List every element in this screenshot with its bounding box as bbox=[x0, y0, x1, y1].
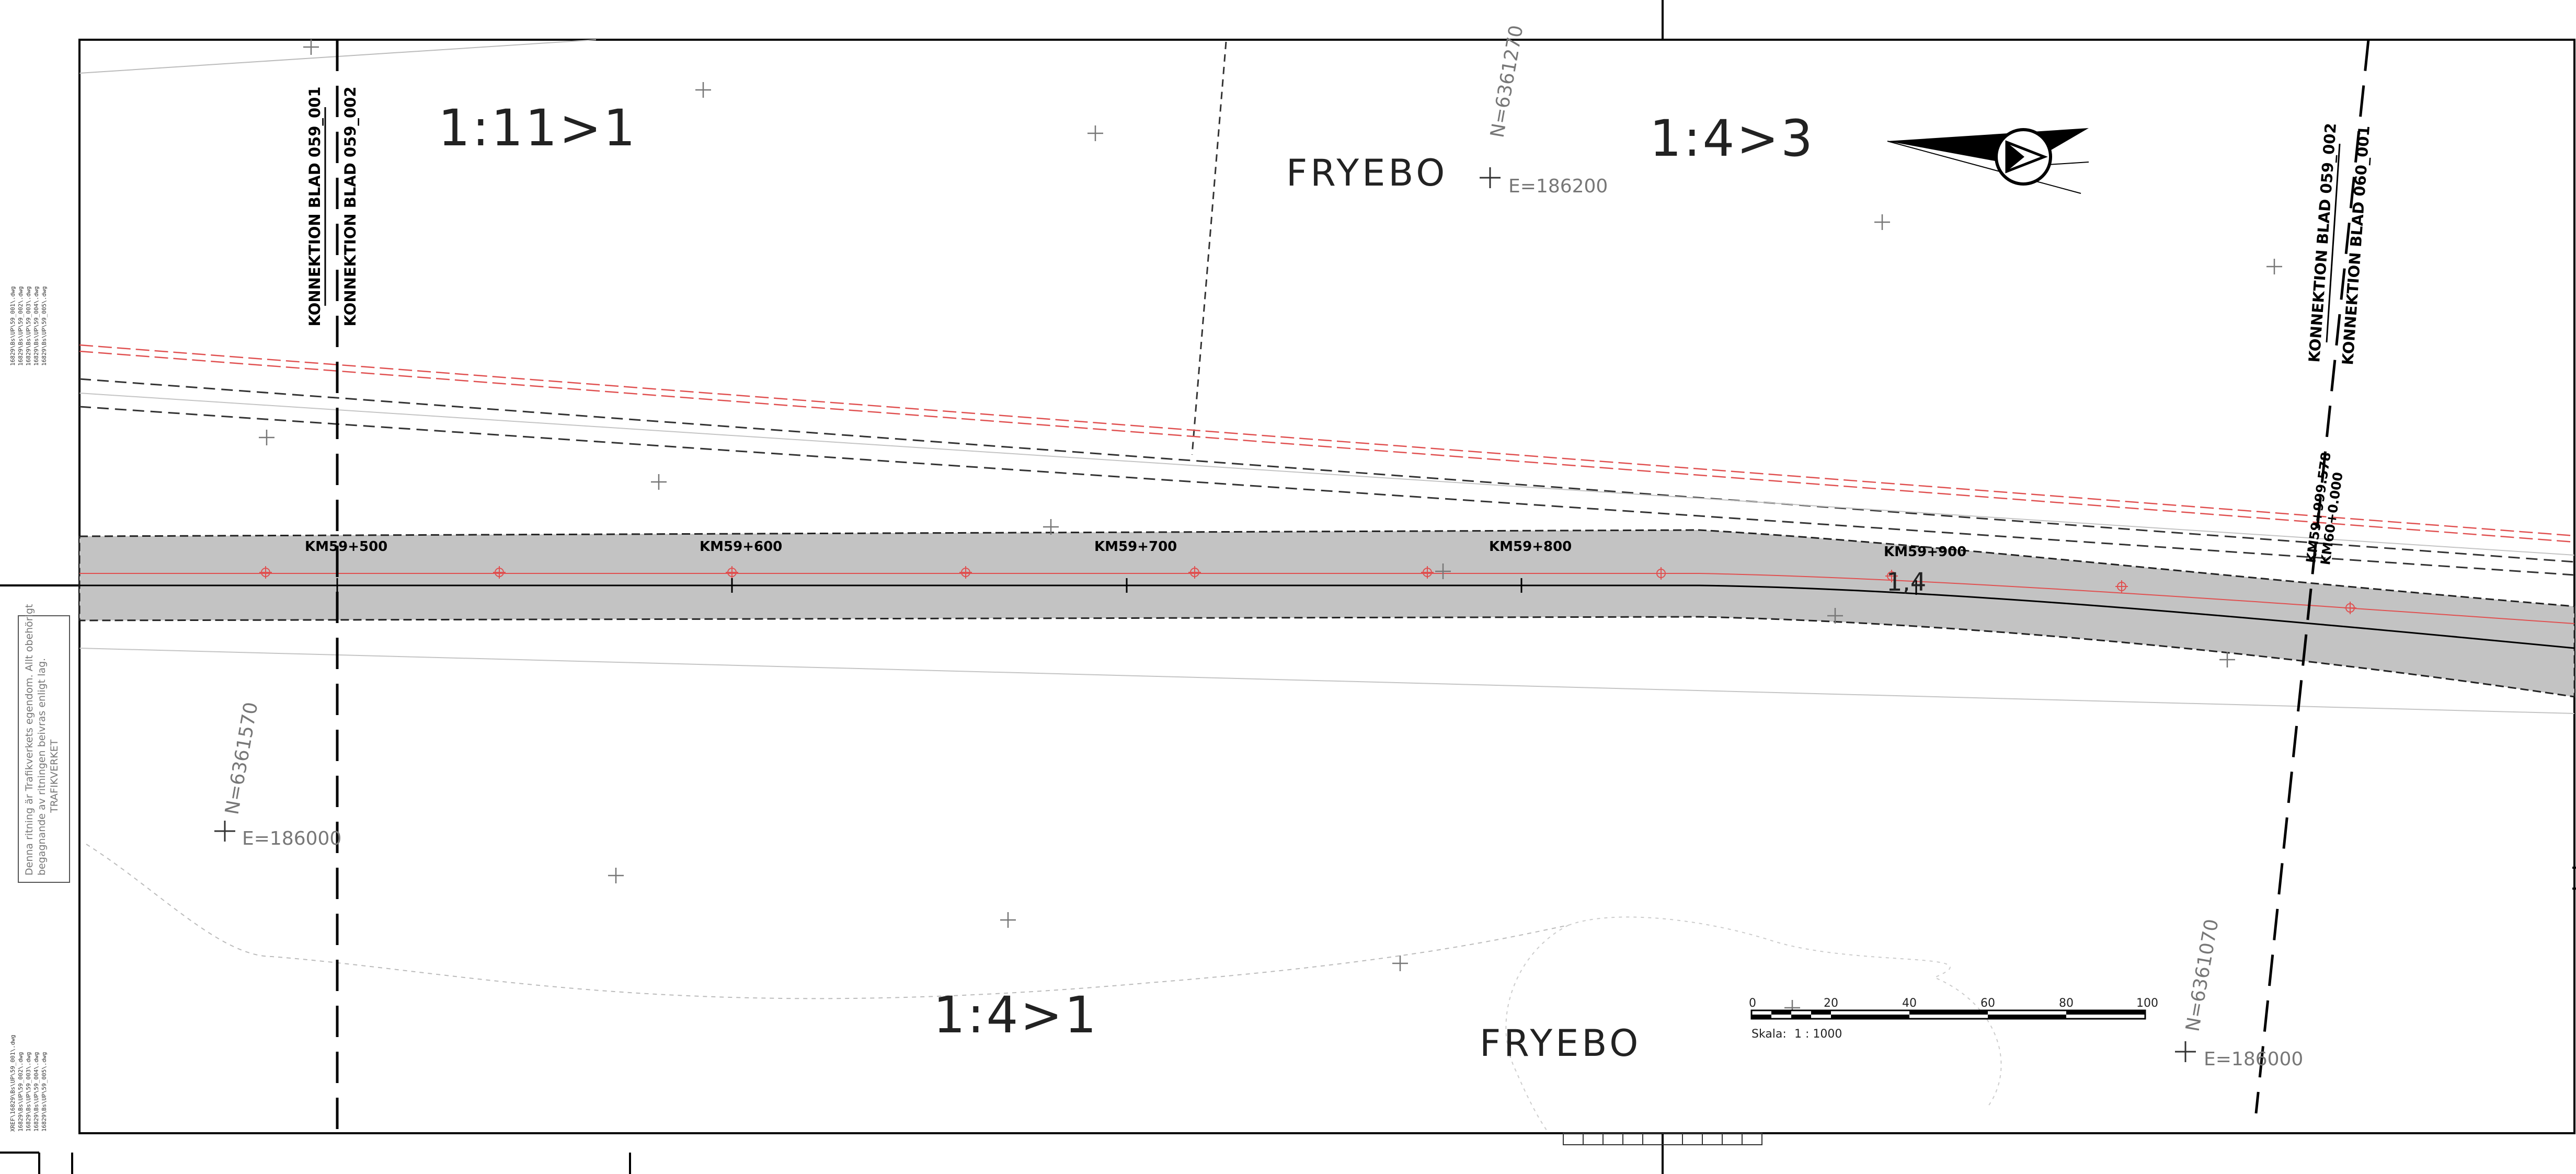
chainage-label: KM59+700 bbox=[1094, 539, 1177, 555]
reference-file: 16829\Bs\UP\59_003\.dwg bbox=[25, 1052, 32, 1132]
coordinate-3: N=6361070 E=186000 bbox=[2175, 917, 2303, 1070]
coordinate-e: E=186000 bbox=[2204, 1049, 2303, 1070]
alignment-markers bbox=[259, 566, 2356, 614]
reference-file: 16829\Bs\UP\59_002\.dwg bbox=[17, 286, 24, 366]
reference-file: XREF\16829\Bs\UP\59_001\.dwg bbox=[9, 1035, 16, 1132]
reference-file: 16829\Bs\UP\59_002\.dwg bbox=[17, 1052, 24, 1132]
connection-label-left: KONNEKTION BLAD 059_001 KONNEKTION BLAD … bbox=[306, 86, 359, 326]
coordinate-e: E=186200 bbox=[1508, 176, 1608, 197]
chainage-label: KM59+900 bbox=[1884, 544, 1966, 560]
reference-files-top: 16829\Bs\UP\59_001\.dwg 16829\Bs\UP\59_0… bbox=[9, 283, 48, 366]
connection-bottom: KONNEKTION BLAD 059_002 bbox=[341, 86, 359, 326]
reference-file: 16829\Bs\UP\59_001\.dwg bbox=[9, 286, 16, 366]
reference-file: 16829\Bs\UP\59_004\.dwg bbox=[33, 1052, 40, 1132]
connection-top: KONNEKTION BLAD 059_001 bbox=[306, 86, 324, 326]
coordinate-2: N=6361570 E=186000 bbox=[214, 700, 341, 849]
scale-tick: 60 bbox=[1980, 997, 1995, 1010]
slope-label: 1:11>1 bbox=[438, 99, 637, 157]
place-name: FRYEBO bbox=[1286, 152, 1448, 194]
svg-text:KONNEKTION BLAD 059_002: KONNEKTION BLAD 059_002 bbox=[2305, 122, 2340, 363]
scale-ratio: 1 : 1000 bbox=[1794, 1028, 1842, 1041]
connection-lines bbox=[336, 39, 2370, 1133]
place-name: FRYEBO bbox=[1480, 1022, 1641, 1065]
connection-top: KONNEKTION BLAD 059_002 bbox=[2305, 122, 2340, 363]
place-names: FRYEBO FRYEBO bbox=[1286, 152, 1641, 1065]
coordinate-n: N=6361570 bbox=[221, 700, 262, 816]
coordinate-n: N=6361270 bbox=[1486, 24, 1527, 139]
scale-tick: 40 bbox=[1902, 997, 1917, 1010]
slope-label: 1:4>1 bbox=[933, 986, 1098, 1044]
chainage-ticks bbox=[336, 578, 1917, 595]
svg-text:KONNEKTION BLAD 059_002: KONNEKTION BLAD 059_002 bbox=[341, 86, 359, 326]
scale-bar: 0 20 40 60 80 100 Skala: 1 : 1000 bbox=[1749, 997, 2158, 1041]
chainage-label: KM59+600 bbox=[700, 539, 782, 555]
coordinate-n: N=6361070 bbox=[2182, 917, 2223, 1033]
grid-crosses bbox=[259, 39, 2282, 1016]
coordinate-e: E=186000 bbox=[242, 828, 341, 849]
scale-tick: 100 bbox=[2136, 997, 2158, 1010]
red-boundary-lines bbox=[79, 344, 2575, 543]
coordinate-1: N=6361270 E=186200 bbox=[1480, 24, 1608, 197]
chainage-label: KM59+500 bbox=[305, 539, 387, 555]
svg-text:16829\Bs\UP\59_001\.dwg: 16829\Bs\UP\59_001\.dwg 16829\Bs\UP\59_0… bbox=[9, 283, 48, 366]
reference-file: 16829\Bs\UP\59_004\.dwg bbox=[33, 286, 40, 366]
reference-file: 16829\Bs\UP\59_003\.dwg bbox=[25, 286, 32, 366]
road-corridor bbox=[78, 529, 2575, 698]
scale-tick: 0 bbox=[1749, 997, 1756, 1010]
scale-label: Skala: bbox=[1751, 1028, 1787, 1041]
copyright-box: Denna ritning är Trafikverkets egendom. … bbox=[18, 601, 70, 883]
scale-tick: 20 bbox=[1824, 997, 1838, 1010]
mark-label: 1,4 bbox=[1886, 568, 1926, 597]
reference-files-bottom: XREF\16829\Bs\UP\59_001\.dwg 16829\Bs\UP… bbox=[9, 1031, 48, 1132]
copyright-line-2: begagnande av ritningen beivras enligt l… bbox=[36, 658, 48, 876]
svg-text:KONNEKTION BLAD 060_001: KONNEKTION BLAD 060_001 bbox=[2339, 125, 2373, 365]
reference-file: 16829\Bs\UP\59_005\.dwg bbox=[41, 1052, 48, 1132]
slope-label: 1:4>3 bbox=[1650, 109, 1815, 168]
copyright-line-3: TRAFIKVERKET bbox=[49, 739, 60, 813]
svg-text:Denna ritning är Trafikverkets: Denna ritning är Trafikverkets egendom. … bbox=[24, 601, 60, 876]
slope-labels: 1:11>1 1:4>3 1:4>1 bbox=[438, 99, 1815, 1044]
copyright-line-1: Denna ritning är Trafikverkets egendom. … bbox=[24, 604, 35, 876]
scale-tick: 80 bbox=[2059, 997, 2074, 1010]
property-lines bbox=[79, 39, 2575, 1132]
north-arrow-icon bbox=[1887, 128, 2089, 194]
chainage-label: KM59+800 bbox=[1489, 539, 1572, 555]
svg-text:XREF\16829\Bs\UP\59_001\.dwg: XREF\16829\Bs\UP\59_001\.dwg 16829\Bs\UP… bbox=[9, 1031, 48, 1132]
bottom-strip bbox=[1563, 1133, 1762, 1145]
svg-text:KONNEKTION BLAD 059_001: KONNEKTION BLAD 059_001 bbox=[306, 86, 324, 326]
svg-text:KM59+999.578 KM60+0.000: KM59+999.578 KM60+0.000 bbox=[2303, 446, 2349, 566]
reference-file: 16829\Bs\UP\59_005\.dwg bbox=[41, 286, 48, 366]
connection-bottom: KONNEKTION BLAD 060_001 bbox=[2339, 125, 2373, 365]
